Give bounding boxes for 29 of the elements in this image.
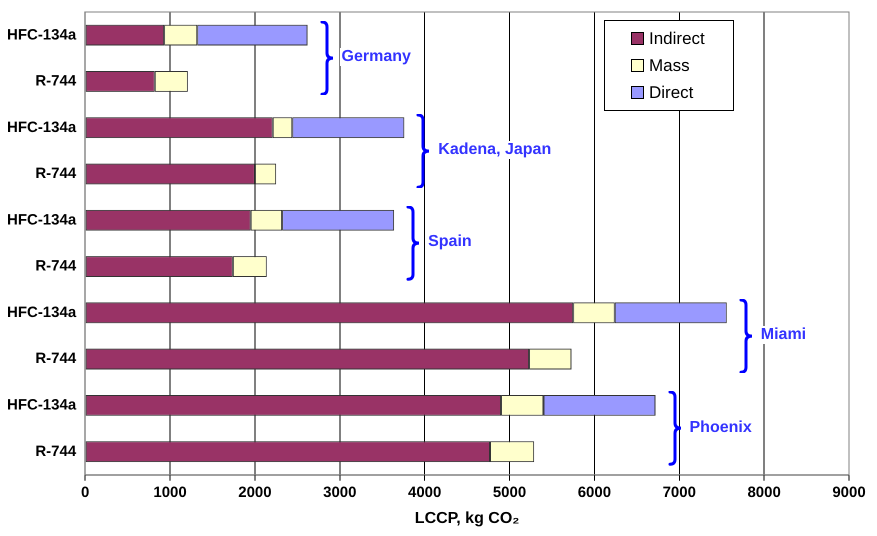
annotation: Germany	[340, 48, 413, 66]
x-axis-title: LCCP, kg CO₂	[414, 510, 520, 527]
x-tick-label: 5000	[492, 484, 526, 501]
x-tick-label: 8000	[747, 484, 781, 501]
legend-label: Indirect	[649, 28, 705, 48]
y-tick-label: R-744	[35, 442, 77, 460]
x-tick-label: 3000	[323, 484, 356, 501]
x-tick-label: 6000	[578, 484, 612, 501]
x-tick-label: 4000	[408, 484, 442, 501]
y-tick-label: HFC-134a	[6, 304, 77, 321]
annotation: Phoenix	[688, 418, 754, 437]
x-tick-label: 2000	[238, 484, 272, 501]
y-tick-label: R-744	[35, 72, 77, 90]
annotation: Kadena, Japan	[436, 140, 554, 159]
x-tick-label: 7000	[662, 484, 696, 501]
y-tick-label: HFC-134a	[6, 211, 77, 228]
y-tick-label: HFC-134a	[6, 118, 77, 136]
y-tick-label: R-744	[35, 350, 77, 368]
x-tick-label: 1000	[153, 484, 187, 501]
x-tick-label: 0	[81, 484, 90, 501]
x-tick-label: 9000	[832, 484, 866, 501]
legend-label: Mass	[649, 56, 690, 76]
legend-label: Direct	[649, 82, 694, 102]
y-tick-label: HFC-134a	[6, 26, 77, 44]
y-tick-label: HFC-134a	[6, 396, 77, 414]
y-tick-label: R-744	[35, 258, 77, 275]
annotation: Spain	[426, 233, 474, 252]
y-tick-label: R-744	[35, 165, 77, 182]
annotation: Miami	[758, 326, 808, 344]
